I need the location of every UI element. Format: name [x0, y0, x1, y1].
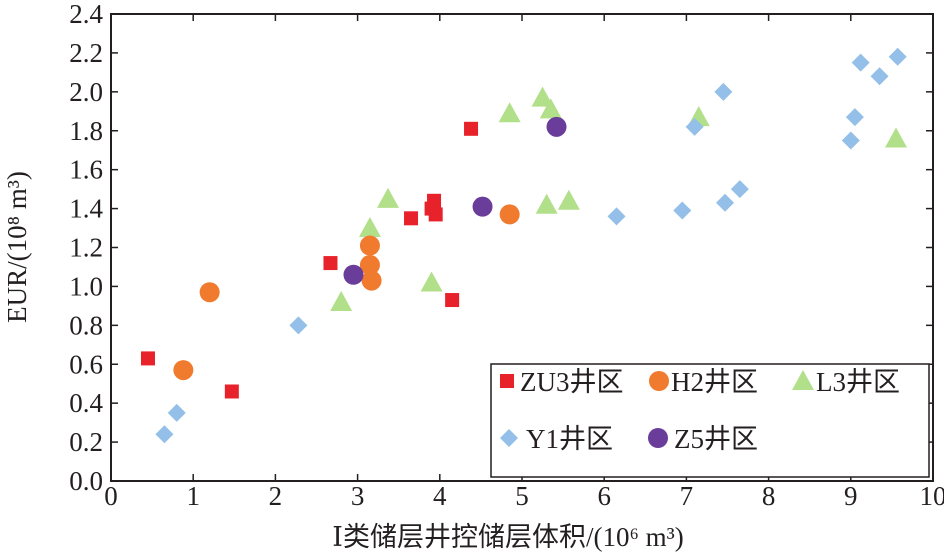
y-tick-label: 0.2 — [69, 427, 103, 457]
data-point — [607, 207, 626, 226]
x-tick-label: 0 — [104, 481, 118, 511]
legend-label: ZU3井区 — [520, 367, 624, 397]
legend-marker — [500, 374, 514, 388]
legend-box — [490, 363, 930, 478]
data-point — [140, 351, 155, 366]
y-tick-label: 0.4 — [69, 388, 103, 418]
x-tick-label: 2 — [269, 481, 283, 511]
legend: ZU3井区 H2井区 L3井区 Y1井区 Z5井区 — [490, 363, 930, 478]
data-point — [173, 360, 194, 381]
legend-marker — [648, 428, 668, 448]
legend-marker — [500, 429, 518, 447]
data-point — [885, 127, 908, 148]
y-tick-label: 0.6 — [69, 349, 103, 379]
y-tick-label: 1.0 — [69, 271, 103, 301]
data-point — [323, 256, 338, 271]
x-tick-label: 10 — [920, 481, 944, 511]
data-point — [358, 217, 381, 238]
data-point — [557, 189, 580, 210]
data-point — [199, 282, 220, 303]
y-tick-labels: 0.0 0.2 0.4 0.6 0.8 1.0 1.2 1.4 1.6 1.8 2.0 2.2 2.4 — [69, 0, 103, 496]
data-point — [155, 425, 174, 444]
legend-item: ZU3井区 — [500, 367, 624, 397]
data-point — [673, 201, 692, 220]
legend-label: L3井区 — [816, 367, 900, 397]
series-square-0 — [140, 121, 479, 399]
data-point — [404, 211, 419, 226]
data-point — [224, 384, 239, 399]
x-tick-label: 9 — [844, 481, 858, 511]
legend-item: Z5井区 — [648, 424, 758, 454]
x-tick-label: 3 — [351, 481, 365, 511]
x-tick-labels: 0 1 2 3 4 5 6 7 8 9 10 — [104, 481, 944, 511]
data-point — [343, 264, 364, 285]
data-points — [140, 47, 908, 444]
x-tick-label: 5 — [515, 481, 529, 511]
data-point — [539, 98, 562, 119]
series-circle-4 — [343, 116, 567, 285]
legend-item: Y1井区 — [500, 424, 613, 454]
data-point — [359, 255, 380, 276]
x-tick-label: 1 — [186, 481, 200, 511]
data-point — [546, 116, 567, 137]
legend-marker — [649, 371, 669, 391]
data-point — [377, 187, 400, 208]
data-point — [361, 270, 382, 291]
x-tick-label: 8 — [762, 481, 776, 511]
data-point — [428, 207, 443, 222]
y-tick-label: 1.6 — [69, 155, 103, 185]
data-point — [888, 47, 907, 66]
data-point — [716, 193, 735, 212]
data-point — [420, 271, 443, 292]
y-tick-label: 0.0 — [69, 466, 103, 496]
data-point — [685, 117, 704, 136]
data-point — [714, 82, 733, 101]
legend-item: L3井区 — [792, 367, 900, 397]
series-triangle-2 — [330, 86, 908, 311]
data-point — [535, 193, 558, 214]
y-tick-label: 0.8 — [69, 310, 103, 340]
data-point — [359, 235, 380, 256]
y-axis-title: EUR/(10⁸ m³) — [2, 171, 32, 323]
y-tick-label: 2.2 — [69, 38, 103, 68]
x-tick-label: 6 — [597, 481, 611, 511]
legend-label: Z5井区 — [674, 424, 758, 454]
y-tick-label: 2.4 — [69, 0, 103, 29]
data-point — [851, 53, 870, 72]
data-point — [531, 86, 554, 107]
x-axis-title: Ⅰ类储层井控储层体积/(10⁶ m³) — [332, 522, 683, 552]
x-tick-label: 4 — [433, 481, 447, 511]
data-point — [427, 193, 442, 208]
data-point — [167, 403, 186, 422]
y-tick-label: 1.4 — [69, 194, 103, 224]
series-diamond-3 — [155, 47, 907, 444]
series-circle-1 — [173, 204, 520, 381]
legend-item: H2井区 — [649, 367, 758, 397]
data-point — [445, 293, 460, 308]
data-point — [845, 108, 864, 127]
data-point — [498, 102, 521, 123]
data-point — [330, 290, 353, 311]
data-point — [289, 316, 308, 335]
y-tick-label: 2.0 — [69, 77, 103, 107]
data-point — [472, 196, 493, 217]
y-tick-label: 1.2 — [69, 233, 103, 263]
legend-items: ZU3井区 H2井区 L3井区 Y1井区 Z5井区 — [500, 367, 900, 454]
data-point — [870, 67, 889, 86]
data-point — [499, 204, 520, 225]
legend-label: H2井区 — [671, 367, 758, 397]
data-point — [464, 121, 479, 136]
y-tick-label: 1.8 — [69, 116, 103, 146]
data-point — [841, 131, 860, 150]
data-point — [730, 180, 749, 199]
legend-label: Y1井区 — [526, 424, 613, 454]
x-tick-label: 7 — [680, 481, 694, 511]
legend-marker — [792, 370, 814, 390]
